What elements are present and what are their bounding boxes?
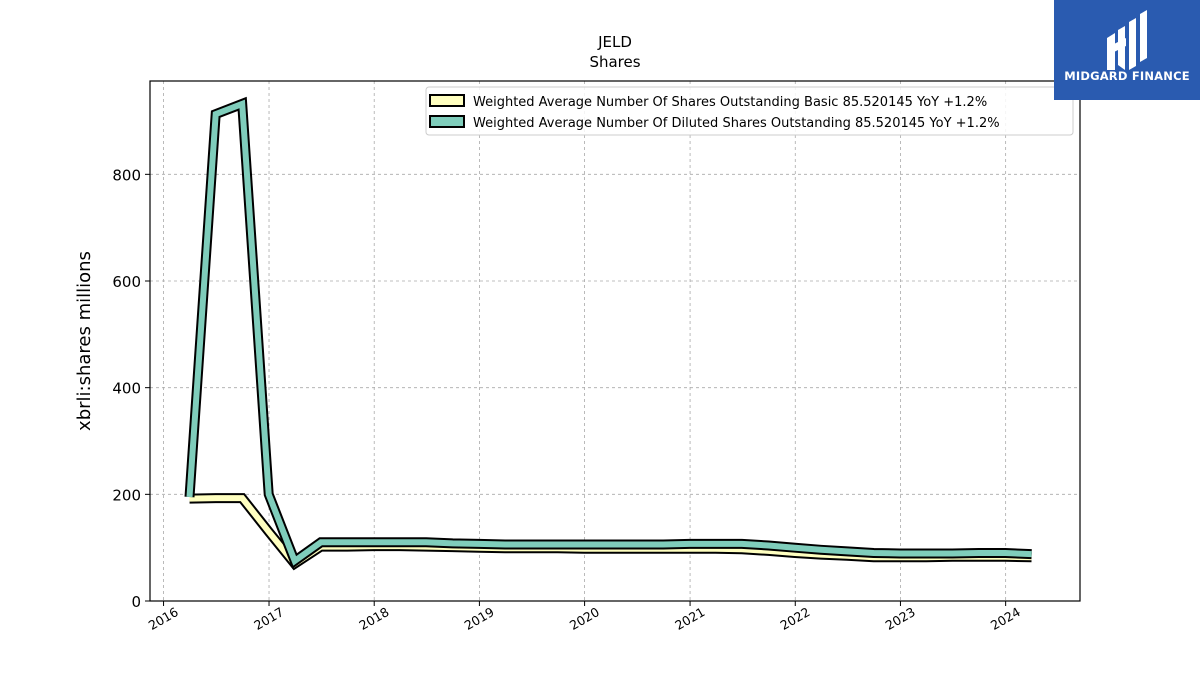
logo-mark-icon (1107, 10, 1147, 70)
plot-area (184, 96, 1032, 571)
chart-subtitle: Shares (589, 53, 640, 71)
x-tick-label: 2018 (356, 604, 391, 633)
y-axis-label: xbrli:shares millions (74, 251, 95, 431)
x-tick-label: 2021 (672, 604, 707, 633)
legend: Weighted Average Number Of Shares Outsta… (425, 86, 1074, 136)
legend-box (425, 86, 1074, 136)
y-tick-label: 600 (112, 273, 141, 291)
x-tick-label: 2017 (251, 604, 286, 633)
series-diluted-outline (184, 96, 1032, 569)
logo-text: MIDGARD FINANCE (1064, 69, 1190, 83)
legend-label: Weighted Average Number Of Diluted Share… (473, 116, 1000, 131)
midgard-finance-logo: MIDGARD FINANCE (1054, 0, 1200, 100)
x-axis: 2016 2017 2018 2019 2020 2021 2022 2023 2024 (146, 601, 1023, 633)
x-tick-label: 2023 (883, 604, 918, 633)
y-tick-label: 200 (112, 486, 141, 504)
plot-frame (149, 80, 1081, 602)
x-tick-label: 2019 (462, 604, 497, 633)
x-tick-label: 2020 (567, 604, 602, 633)
y-tick-label: 800 (112, 166, 141, 184)
chart-title: JELD (597, 33, 632, 51)
y-axis: 0 200 400 600 800 (112, 166, 150, 611)
legend-label: Weighted Average Number Of Shares Outsta… (473, 95, 987, 110)
x-tick-label: 2016 (146, 604, 181, 633)
series-diluted-line (186, 99, 1032, 566)
x-tick-label: 2022 (777, 604, 812, 633)
legend-swatch (429, 94, 465, 107)
grid (150, 81, 1080, 601)
y-tick-label: 400 (112, 380, 141, 398)
y-tick-label: 0 (131, 593, 141, 611)
legend-swatch (429, 115, 465, 128)
x-tick-label: 2024 (988, 604, 1023, 633)
